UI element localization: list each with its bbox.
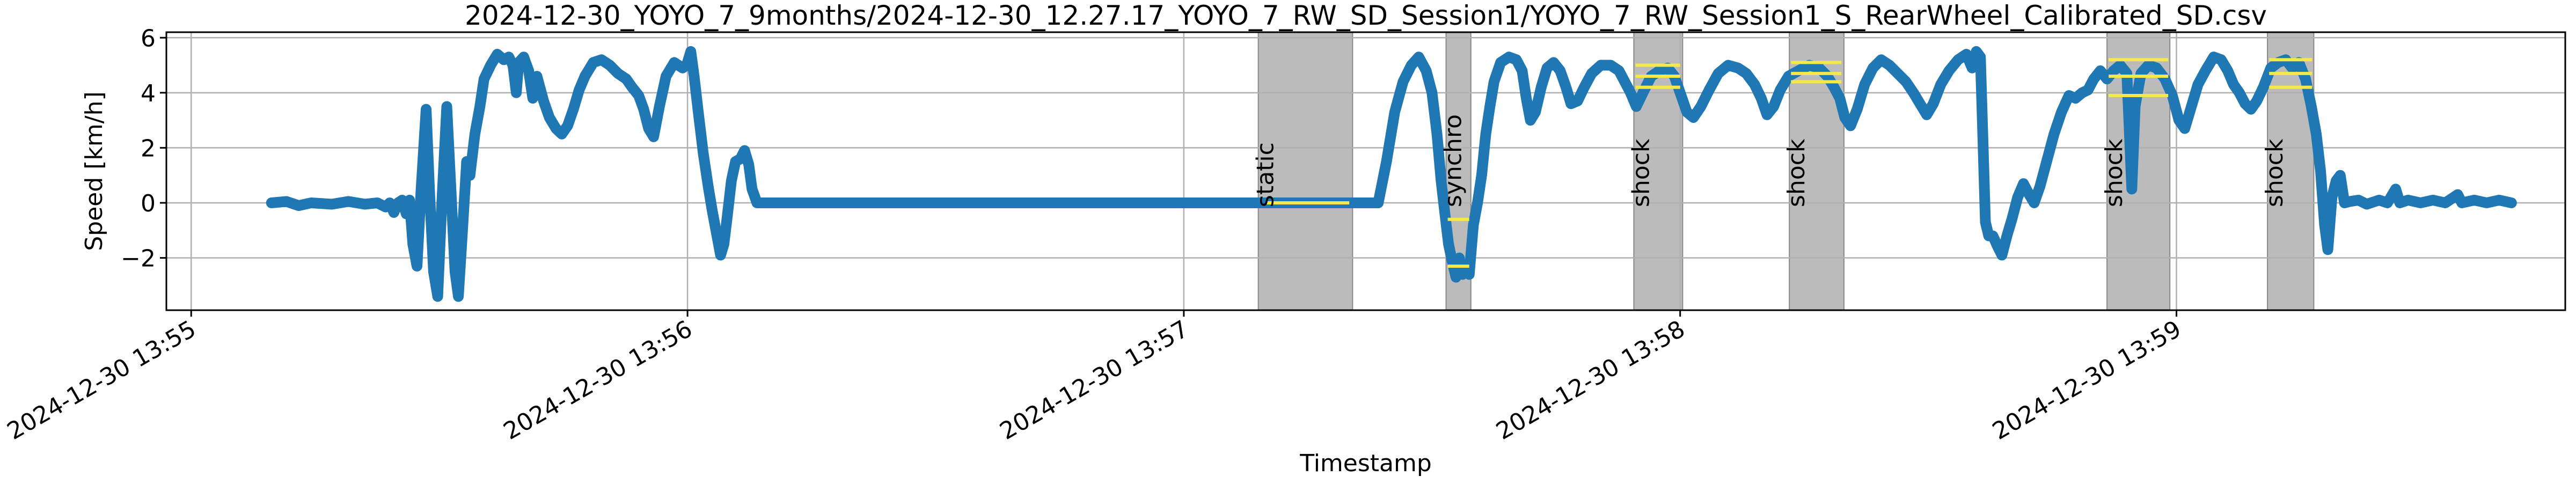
speed-series-line [266, 46, 2517, 302]
x-axis-ticks: 2024-12-30 13:55 2024-12-30 13:56 2024-12-… [3, 310, 2186, 445]
x-tick-label: 2024-12-30 13:57 [996, 315, 1194, 445]
region-label: shock [2101, 138, 2128, 207]
y-tick-label: 4 [141, 80, 156, 107]
x-tick-label: 2024-12-30 13:59 [1988, 315, 2186, 445]
x-tick-label: 2024-12-30 13:56 [499, 315, 697, 445]
x-axis-label: Timestamp [1299, 450, 1432, 477]
y-tick-label: −2 [121, 245, 156, 273]
series-layer [266, 46, 2517, 302]
y-axis-label: Speed [km/h] [80, 91, 108, 251]
region-label: shock [2261, 138, 2288, 207]
region-labels-layer: static synchro shock shock shock shock [1252, 114, 2288, 207]
x-tick-label: 2024-12-30 13:58 [1491, 315, 1689, 445]
chart-title: 2024-12-30_YOYO_7_9months/2024-12-30_12.… [465, 0, 2267, 31]
y-tick-label: 6 [141, 25, 156, 52]
region-label: static [1252, 142, 1279, 207]
region-label: shock [1783, 138, 1810, 207]
y-tick-label: 2 [141, 135, 156, 162]
plot-frame [165, 31, 2566, 311]
region-label: shock [1627, 138, 1655, 207]
x-tick-label: 2024-12-30 13:55 [3, 315, 201, 445]
region-lines-layer [1267, 58, 2312, 268]
region-static [1257, 32, 1353, 311]
y-tick-label: 0 [141, 190, 156, 217]
y-axis-ticks: −2 0 2 4 6 [121, 25, 166, 273]
region-label: synchro [1440, 114, 1467, 207]
